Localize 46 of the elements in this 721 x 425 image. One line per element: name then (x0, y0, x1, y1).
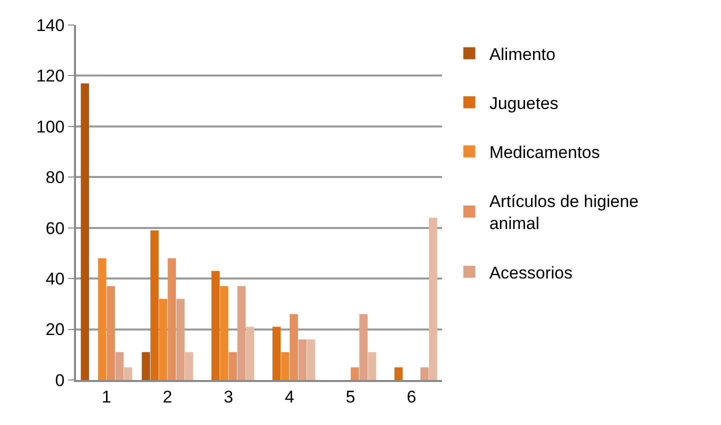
x-tick-label: 6 (406, 387, 416, 406)
bar (211, 270, 220, 380)
x-tick-label: 4 (284, 387, 294, 406)
bar (142, 352, 150, 380)
bar (124, 367, 132, 380)
bar (106, 286, 115, 380)
bar (220, 286, 228, 380)
bar (168, 258, 176, 380)
bar (420, 367, 429, 380)
y-tick-label: 0 (55, 370, 65, 390)
bar (290, 314, 298, 380)
legend-label: Juguetes (489, 94, 558, 113)
bar (368, 352, 376, 380)
y-tick-label: 120 (36, 66, 65, 86)
bar (98, 258, 106, 380)
bar (350, 367, 359, 380)
y-tick-label: 140 (36, 16, 65, 35)
legend-label: Medicamentos (489, 143, 600, 162)
x-tick-label: 2 (162, 387, 172, 406)
bar (246, 326, 254, 380)
bar (359, 314, 368, 380)
bar (115, 352, 124, 380)
bar (307, 339, 316, 380)
bar (281, 352, 290, 380)
y-tick-label: 80 (46, 168, 65, 188)
bar (237, 286, 246, 380)
bar (159, 298, 168, 380)
x-tick-label: 3 (224, 387, 234, 406)
bar (429, 218, 438, 380)
bar (80, 83, 89, 380)
bar (394, 367, 403, 380)
bar (272, 326, 281, 380)
bar (176, 298, 185, 380)
x-tick-label: 5 (346, 387, 356, 406)
x-tick-label: 1 (102, 387, 112, 406)
legend-label: Alimento (489, 44, 556, 64)
bar (185, 352, 194, 380)
bar (228, 352, 237, 380)
y-tick-label: 40 (46, 270, 65, 289)
legend-label: Acessorios (489, 263, 572, 282)
bar (298, 339, 307, 380)
y-tick-label: 20 (46, 320, 65, 340)
y-tick-label: 100 (36, 117, 65, 136)
legend-label: Artículos de higiene animal (489, 192, 639, 234)
bar (150, 230, 159, 380)
y-tick-label: 60 (46, 218, 65, 238)
